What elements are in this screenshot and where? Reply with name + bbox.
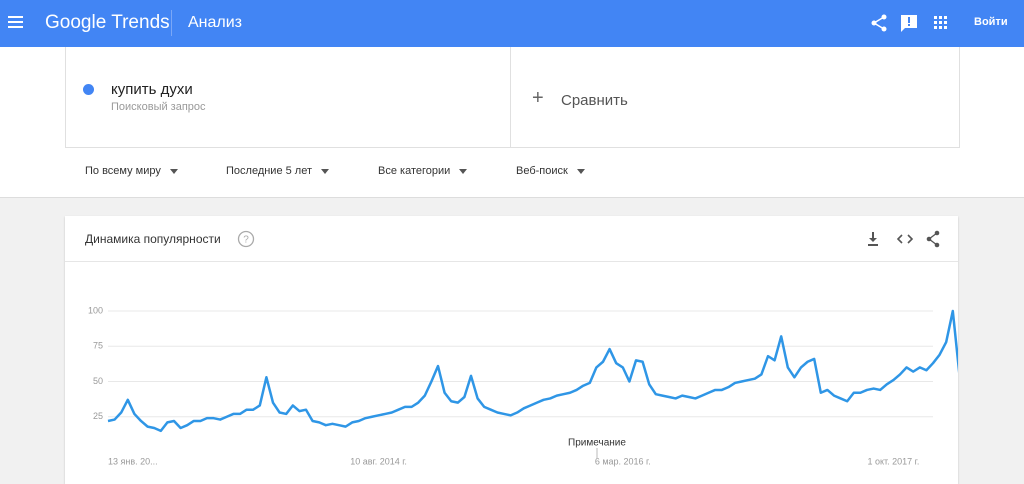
y-tick-label: 50 [93, 376, 103, 386]
filter-label: По всему миру [85, 165, 161, 177]
x-tick-label: 10 авг. 2014 г. [350, 456, 407, 466]
plus-icon[interactable]: + [532, 87, 544, 109]
help-icon[interactable]: ? [237, 230, 255, 248]
dropdown-arrow [321, 168, 330, 174]
svg-text:?: ? [243, 235, 249, 246]
divider [510, 47, 511, 147]
chart-card: Динамика популярности ? 25 50 75 100 13 янв.… [65, 216, 958, 484]
term-type: Поисковый запрос [111, 101, 206, 113]
divider [171, 10, 172, 36]
y-tick-label: 25 [93, 411, 103, 421]
search-term[interactable]: купить духи [111, 81, 193, 98]
filter[interactable]: Все категории [378, 165, 468, 177]
search-panel: купить духи Поисковый запрос + Сравнить … [0, 47, 1024, 198]
filter[interactable]: По всему миру [85, 165, 178, 177]
chart: 25 50 75 100 13 янв. 20... 10 авг. 2014 г. 6 м… [88, 305, 958, 466]
top-bar: Google Trends Анализ Войти [0, 0, 1024, 47]
sign-in[interactable]: Войти [974, 16, 1008, 28]
compare[interactable]: Сравнить [561, 92, 628, 109]
dropdown-arrow [576, 168, 585, 174]
term-dot [83, 84, 94, 95]
dropdown-arrow [459, 168, 468, 174]
x-tick-label: 1 окт. 2017 г. [867, 456, 919, 466]
y-tick-label: 75 [93, 341, 103, 351]
menu-icon[interactable] [8, 14, 24, 30]
dropdown-arrow [169, 168, 178, 174]
toolbar-icons[interactable] [871, 14, 981, 34]
annotation: Примечание [568, 438, 626, 449]
filter[interactable]: Последние 5 лет [226, 165, 330, 177]
filter-label: Последние 5 лет [226, 165, 313, 177]
x-tick-label: 13 янв. 20... [108, 456, 158, 466]
line [107, 309, 958, 433]
y-tick-label: 100 [88, 305, 103, 315]
card-icons[interactable] [865, 230, 945, 248]
chart-title: Динамика популярности [85, 232, 221, 246]
filter-label: Все категории [378, 165, 451, 177]
filter-label: Веб-поиск [516, 165, 568, 177]
terms-card [65, 47, 960, 148]
filter[interactable]: Веб-поиск [516, 165, 585, 177]
divider [65, 261, 958, 262]
x-tick-label: 6 мар. 2016 г. [595, 456, 651, 466]
brand[interactable]: Google Trends [45, 12, 170, 33]
section: Анализ [188, 14, 243, 31]
